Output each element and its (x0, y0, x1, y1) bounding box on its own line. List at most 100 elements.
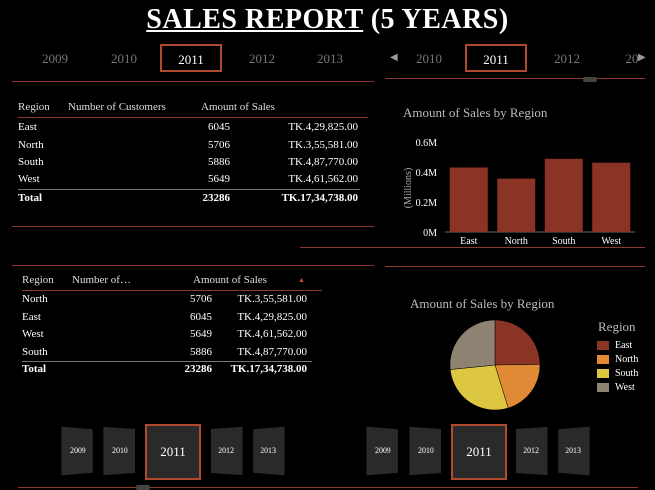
bar-north (497, 178, 536, 232)
divider (22, 290, 322, 291)
pie-slice-east (494, 319, 541, 366)
pie-chart (449, 319, 541, 411)
divider (22, 361, 312, 362)
y-tick-label: 0.6M (416, 138, 438, 149)
cell-customers: 5886 (208, 156, 230, 168)
cell-customers: 6045 (190, 311, 212, 323)
column-header-region: Region (18, 101, 50, 113)
year-thumb-2010[interactable]: 2010 (409, 426, 442, 476)
year-tab-2012[interactable]: 2012 (554, 51, 580, 66)
legend-swatch (597, 368, 609, 378)
legend-label: North (615, 353, 639, 365)
cell-region: South (22, 346, 48, 358)
year-tab-2011[interactable]: 2011 (160, 44, 222, 72)
x-tick-label: South (552, 236, 575, 247)
divider (385, 266, 645, 267)
legend-label: East (615, 339, 633, 351)
year-tab-2009[interactable]: 2009 (42, 51, 68, 66)
column-header-region[interactable]: Region (22, 274, 54, 286)
y-tick-label: 0.4M (416, 168, 438, 179)
column-header-customers[interactable]: Number of… (72, 274, 131, 286)
total-customers: 23286 (202, 192, 231, 204)
cell-region: North (18, 139, 44, 151)
year-thumb-2011[interactable]: 2011 (145, 424, 201, 480)
year-thumb-2011[interactable]: 2011 (451, 424, 507, 480)
divider (12, 81, 374, 82)
legend-item: South (597, 366, 638, 380)
year-tab-partial[interactable]: 20 (625, 51, 639, 66)
cell-sales: TK.3,55,581.00 (237, 293, 307, 305)
legend-swatch (597, 354, 609, 364)
column-header-sales: Amount of Sales (201, 101, 275, 113)
year-thumb-2013[interactable]: 2013 (558, 426, 590, 476)
year-thumb-2009[interactable]: 2009 (366, 426, 398, 476)
legend-label: South (615, 367, 639, 379)
cell-customers: 6045 (208, 121, 230, 133)
divider (18, 117, 368, 118)
year-tab-2011[interactable]: 2011 (465, 44, 527, 72)
scrollbar-thumb[interactable] (136, 485, 150, 490)
cell-customers: 5649 (190, 328, 212, 340)
total-label: Total (22, 363, 47, 375)
pie-legend: East North South West (597, 338, 638, 394)
divider (385, 78, 645, 79)
scroll-left-icon[interactable]: ◀ (390, 52, 398, 63)
bar-chart-title: Amount of Sales by Region (403, 105, 548, 120)
year-thumb-2012[interactable]: 2012 (210, 426, 243, 476)
divider (18, 487, 638, 488)
x-tick-label: East (460, 236, 477, 247)
total-label: Total (18, 192, 43, 204)
cell-customers: 5649 (208, 173, 230, 185)
legend-swatch (597, 340, 609, 350)
pie-slice-west (449, 319, 496, 370)
cell-sales: TK.4,29,825.00 (288, 121, 358, 133)
year-thumb-2012[interactable]: 2012 (515, 426, 548, 476)
pie-chart-title: Amount of Sales by Region (410, 296, 555, 311)
x-tick-label: North (505, 236, 528, 247)
cell-region: East (22, 311, 41, 323)
cell-sales: TK.4,87,770.00 (288, 156, 358, 168)
cell-sales: TK.4,61,562.00 (237, 328, 307, 340)
year-tab-2012[interactable]: 2012 (249, 51, 275, 66)
y-tick-label: 0.2M (416, 198, 438, 209)
page-title: SALES REPORT (5 YEARS) (146, 4, 509, 35)
year-thumb-2013[interactable]: 2013 (253, 426, 285, 476)
cell-sales: TK.4,29,825.00 (237, 311, 307, 323)
sort-ascending-icon[interactable]: ▲ (298, 276, 305, 284)
divider (12, 265, 374, 266)
bar-east (449, 167, 488, 232)
x-tick-label: West (601, 236, 621, 247)
cell-region: West (18, 173, 40, 185)
legend-item: West (597, 380, 638, 394)
year-thumb-2010[interactable]: 2010 (103, 426, 136, 476)
y-tick-label: 0M (423, 228, 437, 239)
divider (300, 247, 645, 248)
total-sales: TK.17,34,738.00 (230, 363, 307, 375)
scrollbar-thumb[interactable] (583, 77, 597, 82)
column-header-customers: Number of Customers (68, 101, 166, 113)
year-thumb-2009[interactable]: 2009 (61, 426, 93, 476)
y-axis-label: (Millions) (403, 168, 414, 209)
cell-region: North (22, 293, 48, 305)
total-customers: 23286 (184, 363, 213, 375)
cell-region: East (18, 121, 37, 133)
divider (12, 226, 374, 227)
year-tab-2010[interactable]: 2010 (416, 51, 442, 66)
legend-label: West (615, 381, 635, 393)
bar-west (592, 162, 631, 232)
cell-customers: 5706 (190, 293, 212, 305)
cell-customers: 5886 (190, 346, 212, 358)
total-sales: TK.17,34,738.00 (281, 192, 358, 204)
legend-item: North (597, 352, 638, 366)
pie-slice-north (494, 364, 541, 409)
cell-sales: TK.4,61,562.00 (288, 173, 358, 185)
cell-region: South (18, 156, 44, 168)
cell-sales: TK.3,55,581.00 (288, 139, 358, 151)
bar-south (544, 158, 583, 232)
year-tab-2010[interactable]: 2010 (111, 51, 137, 66)
year-tab-2013[interactable]: 2013 (317, 51, 343, 66)
scroll-right-icon[interactable]: ▶ (638, 52, 646, 63)
cell-sales: TK.4,87,770.00 (237, 346, 307, 358)
column-header-sales[interactable]: Amount of Sales (193, 274, 267, 286)
pie-slice-south (449, 364, 509, 411)
